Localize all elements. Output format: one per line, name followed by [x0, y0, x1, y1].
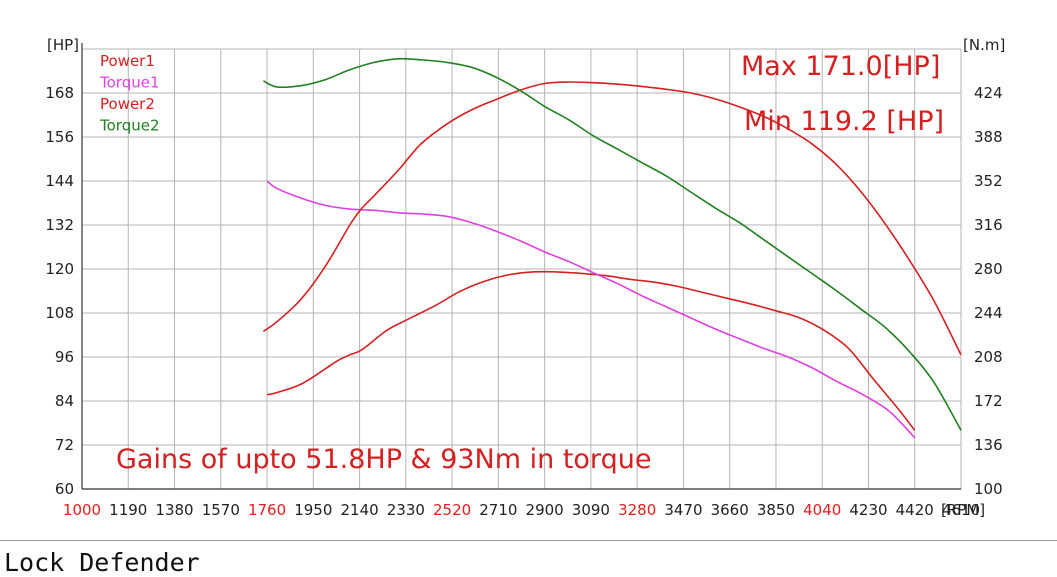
- series-line-torque1: [266, 180, 916, 439]
- chart-axes: 60 72 84 96 108 120 132 144 156 168 100 136 172 208 24…: [45, 43, 1003, 519]
- left-tick-label: 144: [45, 172, 74, 190]
- legend-entry-torque1: Torque1: [99, 74, 160, 92]
- left-tick-label: 84: [55, 392, 74, 410]
- max-annotation: Max 171.0[HP]: [741, 51, 940, 82]
- x-tick-label: 1000: [63, 501, 101, 519]
- footer-title: Lock Defender: [4, 548, 200, 577]
- left-tick-label: 168: [45, 84, 74, 102]
- gains-annotation: Gains of upto 51.8HP & 93Nm in torque: [116, 444, 651, 475]
- left-tick-label: 120: [45, 260, 74, 278]
- x-tick-label: 3280: [618, 501, 656, 519]
- right-tick-label: 244: [974, 304, 1003, 322]
- x-tick-label: 4230: [849, 501, 887, 519]
- right-tick-label: 136: [974, 436, 1003, 454]
- x-tick-label: 1760: [248, 501, 286, 519]
- series-line-torque2: [263, 57, 962, 431]
- x-tick-label: 2900: [526, 501, 564, 519]
- left-tick-label: 96: [55, 348, 74, 366]
- x-tick-label: 1380: [155, 501, 193, 519]
- x-tick-label: 3850: [757, 501, 795, 519]
- x-tick-label: 2710: [479, 501, 517, 519]
- x-tick-label: 3470: [664, 501, 702, 519]
- footer-divider: [0, 540, 1057, 541]
- right-tick-label: 172: [974, 392, 1003, 410]
- chart-grid: [81, 48, 962, 490]
- left-tick-label: 108: [45, 304, 74, 322]
- x-tick-label: 4420: [896, 501, 934, 519]
- dyno-chart: 60 72 84 96 108 120 132 144 156 168 100 136 172 208 24…: [45, 36, 1005, 519]
- left-tick-label: 72: [55, 436, 74, 454]
- right-axis-label: [N.m]: [963, 36, 1005, 54]
- right-tick-label: 280: [974, 260, 1003, 278]
- left-tick-label: 60: [55, 480, 74, 498]
- x-tick-label: 1190: [109, 501, 147, 519]
- x-tick-label: 2520: [433, 501, 471, 519]
- x-tick-label: 4610: [942, 501, 980, 519]
- left-axis-label: [HP]: [47, 36, 79, 54]
- x-tick-label: 3090: [572, 501, 610, 519]
- legend-entry-power2: Power2: [100, 95, 155, 113]
- x-tick-label: 2140: [340, 501, 378, 519]
- min-annotation: Min 119.2 [HP]: [744, 106, 944, 137]
- legend-entry-power1: Power1: [100, 52, 155, 70]
- chart-legend: Power1 Torque1 Power2 Torque2: [99, 52, 160, 135]
- x-tick-label: 4040: [803, 501, 841, 519]
- right-tick-label: 316: [974, 216, 1003, 234]
- series-line-power2: [262, 81, 962, 356]
- series-line-power1: [266, 270, 916, 431]
- left-tick-label: 156: [45, 128, 74, 146]
- left-tick-label: 132: [45, 216, 74, 234]
- right-tick-label: 208: [974, 348, 1003, 366]
- right-tick-label: 100: [974, 480, 1003, 498]
- chart-series: [262, 57, 962, 439]
- right-tick-label: 424: [974, 84, 1003, 102]
- x-tick-label: 3660: [711, 501, 749, 519]
- right-tick-label: 388: [974, 128, 1003, 146]
- x-tick-label: 1950: [294, 501, 332, 519]
- x-tick-label: 1570: [202, 501, 240, 519]
- legend-entry-torque2: Torque2: [99, 117, 160, 135]
- right-tick-label: 352: [974, 172, 1003, 190]
- x-axis-label: [RPM]: [941, 501, 985, 519]
- x-tick-label: 2330: [387, 501, 425, 519]
